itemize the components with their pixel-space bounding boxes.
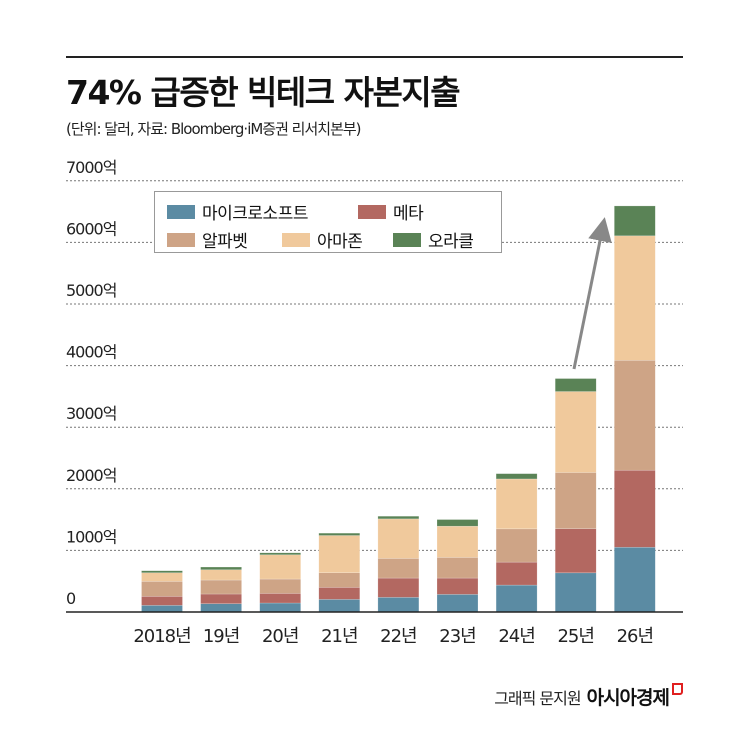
- bar-segment-7-0: [554, 572, 597, 613]
- y-tick-label: 7000억: [66, 158, 116, 177]
- bar-segment-6-4: [495, 473, 538, 480]
- chart-title: 74% 급증한 빅테크 자본지출: [66, 73, 461, 112]
- bar-segment-8-4: [614, 205, 656, 237]
- legend-item-microsoft: 마이크로소프트: [167, 199, 308, 224]
- legend-item-meta: 메타: [358, 199, 424, 224]
- x-tick-label: 21년: [321, 626, 357, 647]
- legend-item-oracle: 오라클: [393, 227, 474, 252]
- bar-segment-5-0: [436, 594, 479, 613]
- legend-item-alphabet: 알파벳: [167, 227, 248, 252]
- bar-segment-7-1: [554, 528, 597, 574]
- legend-item-amazon: 아마존: [282, 227, 363, 252]
- x-tick-label: 19년: [203, 626, 239, 647]
- legend-swatch: [167, 204, 195, 219]
- bar-segment-2-2: [259, 578, 301, 594]
- bar-segment-0-3: [141, 572, 183, 582]
- bar-segment-1-0: [200, 603, 242, 613]
- bar-segment-1-3: [200, 569, 242, 581]
- legend-label: 오라클: [428, 232, 474, 252]
- bar-segment-8-3: [614, 235, 656, 361]
- bar-segment-4-0: [377, 597, 420, 613]
- y-tick-label: 3000억: [66, 404, 116, 423]
- x-tick-label: 23년: [439, 626, 475, 647]
- bar-segment-1-1: [200, 593, 242, 604]
- y-tick-label: 1000억: [66, 527, 116, 546]
- bar-segment-2-1: [259, 593, 301, 604]
- bar-segment-4-4: [377, 515, 420, 520]
- x-tick-label: 24년: [498, 626, 534, 647]
- bar-segment-4-2: [377, 558, 420, 579]
- legend-swatch: [393, 232, 421, 247]
- bar-segment-3-1: [318, 587, 361, 600]
- y-tick-label: 6000억: [66, 219, 116, 238]
- legend-swatch: [167, 232, 195, 247]
- y-tick-label: 4000억: [66, 343, 116, 362]
- bar-segment-6-3: [495, 478, 538, 530]
- bar-segment-8-2: [614, 360, 656, 471]
- bar-segment-4-1: [377, 577, 420, 598]
- y-tick-label: 5000억: [66, 281, 116, 300]
- bar-segment-7-3: [554, 391, 597, 473]
- bar-segment-3-3: [318, 535, 361, 574]
- legend: 마이크로소프트 메타 알파벳 아마존 오라클: [154, 191, 502, 253]
- x-tick-label: 20년: [262, 626, 298, 647]
- legend-label: 마이크로소프트: [202, 204, 308, 224]
- x-tick-label: 25년: [557, 626, 593, 647]
- bar-segment-4-3: [377, 518, 420, 559]
- graphic-credit: 그래픽 문지원: [494, 689, 581, 708]
- legend-label: 메타: [393, 204, 424, 224]
- legend-swatch: [282, 232, 310, 247]
- bar-segment-1-2: [200, 579, 242, 595]
- legend-label: 아마존: [317, 232, 363, 252]
- growth-arrow: [572, 217, 612, 370]
- bar-segment-8-1: [614, 469, 656, 548]
- bar-segment-3-4: [318, 532, 361, 536]
- legend-label: 알파벳: [202, 232, 248, 252]
- y-tick-label: 0: [66, 589, 76, 608]
- x-tick-label: 2018년: [133, 626, 190, 647]
- bar-segment-3-2: [318, 572, 361, 588]
- brand-logo-mark: [672, 683, 683, 695]
- bar-segment-6-0: [495, 584, 538, 613]
- bar-segment-2-4: [259, 552, 301, 556]
- bar-segment-6-2: [495, 528, 538, 563]
- footer: 그래픽 문지원 아시아경제: [494, 683, 683, 710]
- bar-segment-5-4: [436, 519, 479, 527]
- bar-segment-0-4: [141, 570, 183, 574]
- bar-segment-7-2: [554, 472, 597, 529]
- bar-segment-5-2: [436, 557, 479, 579]
- brand-logo: 아시아경제: [586, 687, 670, 709]
- x-tick-label: 26년: [617, 626, 653, 647]
- bar-segment-0-0: [141, 605, 183, 613]
- bar-segment-1-4: [200, 566, 242, 570]
- bar-segment-7-4: [554, 378, 597, 392]
- bar-segment-3-0: [318, 599, 361, 613]
- bar-segment-5-3: [436, 525, 479, 558]
- bar-segment-0-2: [141, 581, 183, 597]
- y-tick-label: 2000억: [66, 466, 116, 485]
- bar-segment-2-0: [259, 602, 301, 613]
- chart-subtitle: (단위: 달러, 자료: Bloomberg·iM증권 리서치본부): [66, 120, 362, 138]
- bar-segment-2-3: [259, 554, 301, 580]
- bar-segment-6-1: [495, 561, 538, 586]
- x-tick-label: 22년: [380, 626, 416, 647]
- bar-segment-8-0: [614, 547, 656, 613]
- bar-segment-0-1: [141, 596, 183, 606]
- bar-segment-5-1: [436, 577, 479, 595]
- legend-swatch: [358, 204, 386, 219]
